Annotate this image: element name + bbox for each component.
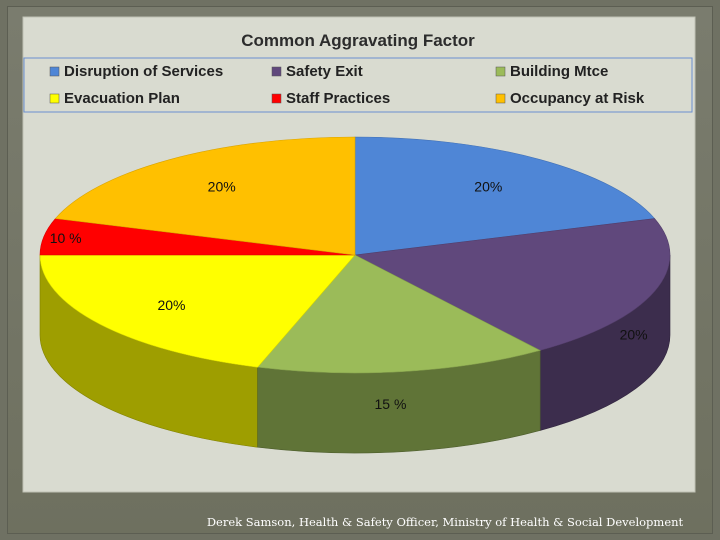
pie-slice-occupancy-at-risk: [54, 136, 356, 256]
pie-slice-safety-exit: [353, 218, 671, 351]
legend-entry-disruption-of-services: Disruption of Services: [64, 63, 223, 80]
data-label-building-mtce: 15 %: [375, 396, 407, 412]
data-label-disruption-of-services: 20%: [474, 178, 502, 194]
legend-entry-safety-exit: Safety Exit: [286, 63, 363, 80]
legend-entry-evacuation-plan: Evacuation Plan: [64, 90, 180, 107]
legend-swatch-occupancy-at-risk: [495, 93, 506, 104]
legend-swatch-safety-exit: [271, 66, 282, 77]
legend-swatch-evacuation-plan: [49, 93, 60, 104]
data-label-staff-practices: 10 %: [50, 230, 82, 246]
chart-title: Common Aggravating Factor: [241, 31, 475, 50]
data-label-safety-exit: 20%: [620, 326, 648, 342]
legend-swatch-building-mtce: [495, 66, 506, 77]
footer-credit: Derek Samson, Health & Safety Officer, M…: [206, 515, 684, 529]
pie-top: [39, 136, 671, 374]
pie-slice-building-mtce: [257, 254, 541, 374]
legend-swatch-disruption-of-services: [49, 66, 60, 77]
pie-slice-disruption-of-services: [354, 136, 656, 256]
pie-slice-evacuation-plan: [39, 254, 356, 368]
legend-box: [23, 57, 693, 113]
legend-swatch-staff-practices: [271, 93, 282, 104]
legend-entry-building-mtce: Building Mtce: [510, 63, 608, 80]
legend-entry-occupancy-at-risk: Occupancy at Risk: [510, 90, 645, 107]
pie-sides: [39, 254, 671, 454]
slice-labels: 20% 20% 15 % 20% 10 % 20%: [50, 178, 648, 412]
legend: Disruption of Services Safety Exit Buildin…: [49, 63, 645, 107]
legend-entry-staff-practices: Staff Practices: [286, 90, 390, 107]
data-label-occupancy-at-risk: 20%: [208, 178, 236, 194]
data-label-evacuation-plan: 20%: [157, 297, 185, 313]
